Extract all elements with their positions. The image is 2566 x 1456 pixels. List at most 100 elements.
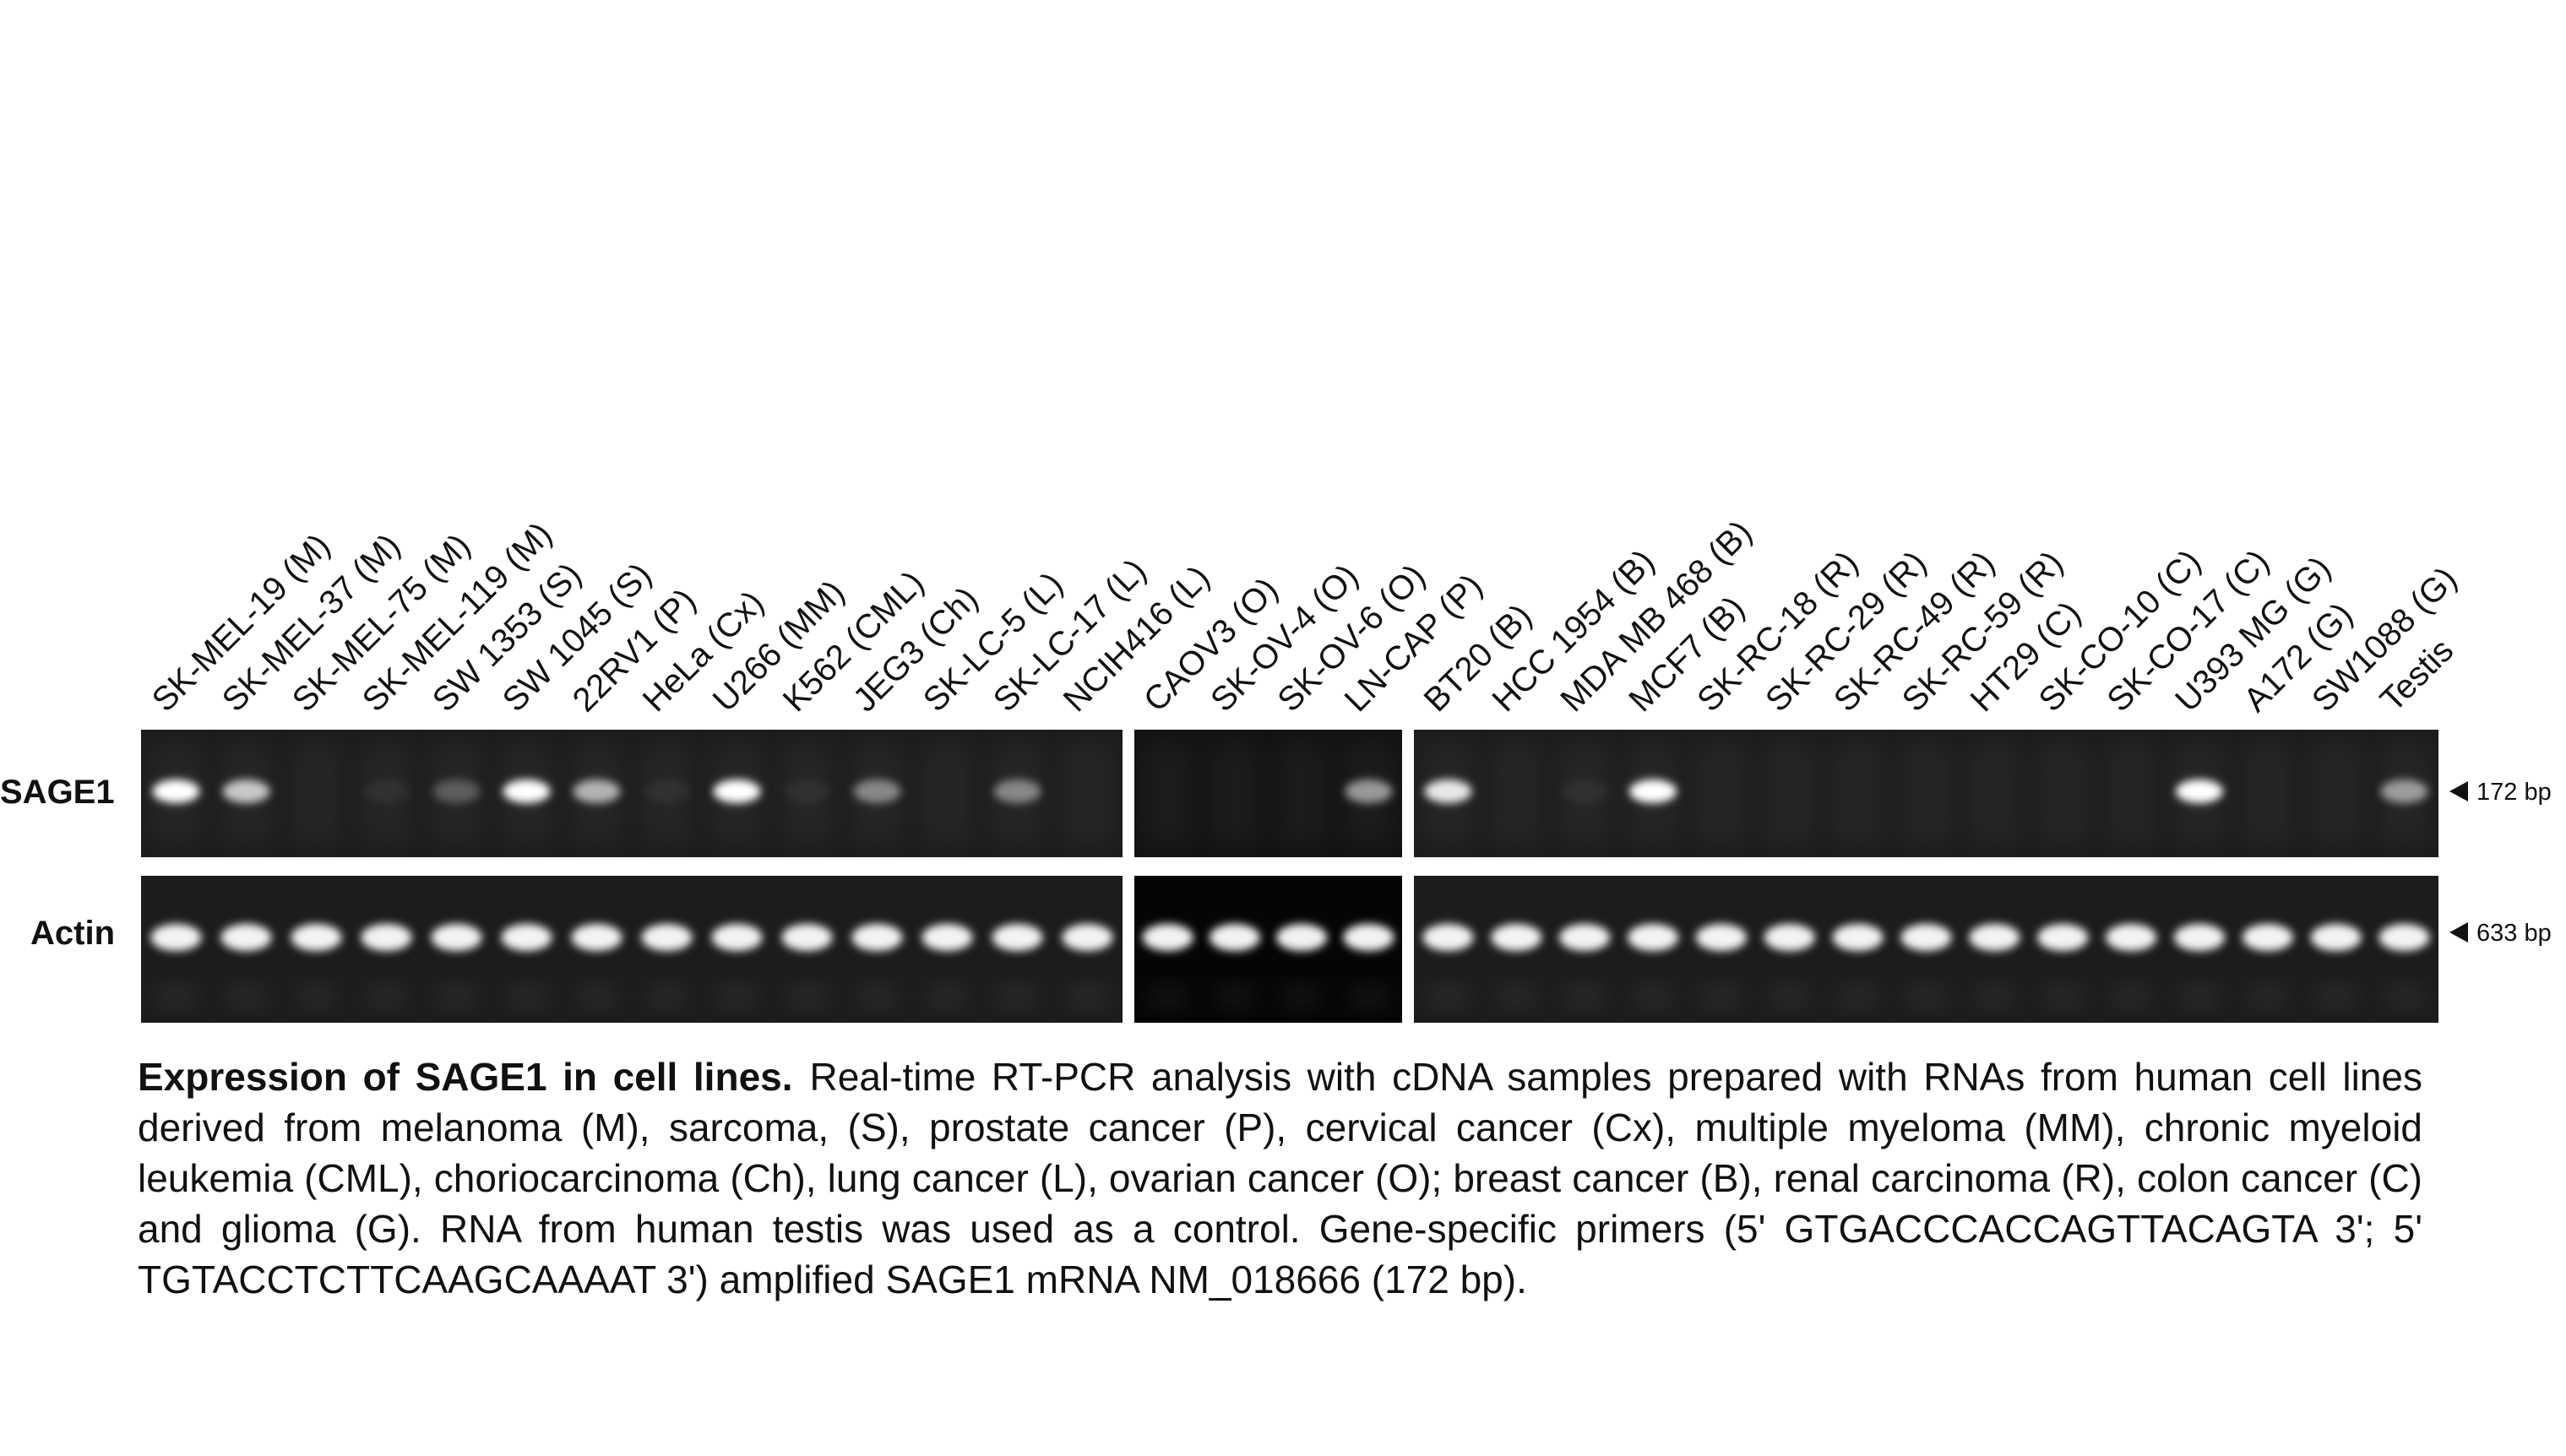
actin-band xyxy=(1832,924,1884,951)
actin-band xyxy=(781,924,833,951)
actin-band xyxy=(431,924,482,951)
lane-smear xyxy=(921,743,973,845)
sage1-band xyxy=(713,780,761,803)
lane-smear xyxy=(1900,743,1952,845)
actin-band xyxy=(992,924,1043,951)
actin-smear xyxy=(644,986,689,1007)
lane-smear xyxy=(2310,743,2362,845)
actin-smear xyxy=(2245,986,2290,1007)
sage1-band xyxy=(362,780,410,803)
lane-smear xyxy=(1142,743,1193,845)
actin-smear xyxy=(1699,986,1743,1007)
sage1-band xyxy=(573,780,621,803)
actin-smear xyxy=(2041,986,2085,1007)
actin-smear xyxy=(855,986,900,1007)
actin-band xyxy=(571,924,622,951)
lane-smear xyxy=(1969,743,2020,845)
lane-smear xyxy=(1062,743,1113,845)
actin-smear xyxy=(1494,986,1539,1007)
actin-smear xyxy=(1972,986,2017,1007)
caption-text: Real-time RT-PCR analysis with cDNA samp… xyxy=(138,1055,2422,1301)
actin-band xyxy=(711,924,763,951)
sage1-band xyxy=(1629,780,1677,803)
actin-smear xyxy=(1767,986,1812,1007)
sage1-band xyxy=(503,780,551,803)
actin-band xyxy=(291,924,342,951)
sage1-band xyxy=(152,780,200,803)
sage1-band xyxy=(432,780,481,803)
actin-band xyxy=(1343,924,1394,951)
sage1-band xyxy=(643,780,691,803)
actin-smear xyxy=(1280,986,1324,1007)
actin-smear xyxy=(1904,986,1949,1007)
sage1-band xyxy=(1561,780,1609,803)
actin-band xyxy=(1062,924,1113,951)
actin-smear xyxy=(1212,986,1257,1007)
actin-band xyxy=(1422,924,1474,951)
actin-smear xyxy=(715,986,759,1007)
gel-panel xyxy=(141,876,1123,1023)
actin-band xyxy=(2037,924,2089,951)
actin-smear xyxy=(2313,986,2358,1007)
caption-title: Expression of SAGE1 in cell lines. xyxy=(138,1055,793,1099)
actin-band xyxy=(150,924,202,951)
actin-band xyxy=(1209,924,1260,951)
actin-smear xyxy=(224,986,269,1007)
row-label: SAGE1 xyxy=(0,774,115,811)
lane-smear xyxy=(291,743,342,845)
gel-panel xyxy=(141,730,1123,857)
marker-arrow xyxy=(2449,781,2468,801)
marker-arrow xyxy=(2449,922,2468,943)
size-marker: 633 bp xyxy=(2476,920,2552,947)
actin-smear xyxy=(434,986,479,1007)
actin-band xyxy=(2106,924,2157,951)
lane-smear xyxy=(1276,743,1328,845)
lane-smear xyxy=(1764,743,1815,845)
lane-smear xyxy=(1491,743,1542,845)
actin-band xyxy=(921,924,973,951)
actin-smear xyxy=(1835,986,1880,1007)
actin-smear xyxy=(1065,986,1110,1007)
actin-band xyxy=(2242,924,2293,951)
gel-figure: SK-MEL-19 (M)SK-MEL-37 (M)SK-MEL-75 (M)S… xyxy=(0,513,2552,1023)
actin-band xyxy=(1559,924,1611,951)
actin-smear xyxy=(925,986,970,1007)
actin-smear xyxy=(1346,986,1391,1007)
actin-smear xyxy=(294,986,339,1007)
actin-band xyxy=(2310,924,2362,951)
size-marker: 172 bp xyxy=(2476,779,2552,806)
actin-band xyxy=(2378,924,2430,951)
actin-smear xyxy=(2109,986,2154,1007)
actin-band xyxy=(1628,924,1679,951)
actin-band xyxy=(361,924,412,951)
actin-smear xyxy=(1631,986,1676,1007)
lane-smear xyxy=(1695,743,1747,845)
sage1-band xyxy=(1424,780,1472,803)
actin-band xyxy=(851,924,903,951)
sage1-band xyxy=(853,780,901,803)
sage1-band xyxy=(1345,780,1393,803)
actin-band xyxy=(1276,924,1328,951)
actin-smear xyxy=(154,986,198,1007)
actin-band xyxy=(1491,924,1542,951)
actin-band xyxy=(1695,924,1747,951)
sage1-band xyxy=(2380,780,2428,803)
sage1-band xyxy=(993,780,1041,803)
actin-band xyxy=(1142,924,1193,951)
row-label: Actin xyxy=(30,915,115,952)
actin-smear xyxy=(1426,986,1471,1007)
actin-smear xyxy=(785,986,829,1007)
actin-smear xyxy=(2382,986,2427,1007)
figure-caption: Expression of SAGE1 in cell lines. Real-t… xyxy=(138,1051,2422,1305)
actin-smear xyxy=(1145,986,1190,1007)
lane-smear xyxy=(2242,743,2293,845)
actin-band xyxy=(220,924,272,951)
lane-smear xyxy=(2106,743,2157,845)
actin-band xyxy=(501,924,552,951)
actin-band xyxy=(1969,924,2020,951)
actin-band xyxy=(641,924,693,951)
sage1-band xyxy=(222,780,270,803)
actin-smear xyxy=(995,986,1040,1007)
lane-smear xyxy=(1832,743,1884,845)
